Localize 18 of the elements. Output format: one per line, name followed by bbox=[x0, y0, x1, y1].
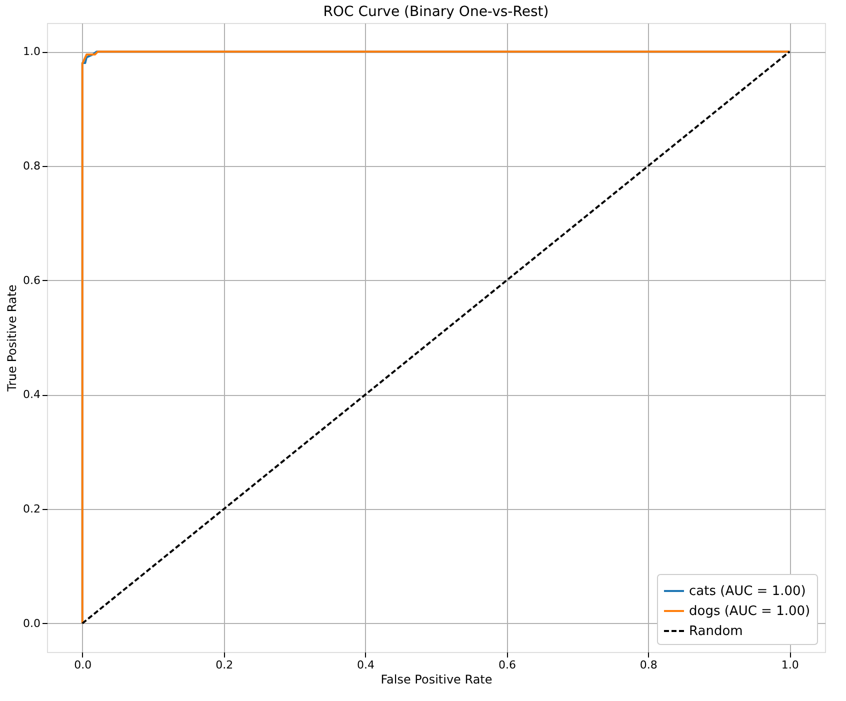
y-tick-label: 0.4 bbox=[23, 388, 40, 402]
x-tick-label: 0.6 bbox=[498, 658, 516, 672]
x-tick-label: 1.0 bbox=[781, 658, 799, 672]
legend-label: Random bbox=[689, 624, 743, 639]
x-tick-label: 0.8 bbox=[640, 658, 658, 672]
x-tick-label: 0.2 bbox=[216, 658, 234, 672]
legend-label: dogs (AUC = 1.00) bbox=[689, 604, 810, 619]
y-tick-label: 0.2 bbox=[23, 502, 40, 516]
y-tick-label: 1.0 bbox=[23, 45, 40, 58]
x-tick-label: 0.0 bbox=[74, 658, 92, 672]
y-tick-label: 0.8 bbox=[23, 159, 40, 172]
legend-label: cats (AUC = 1.00) bbox=[689, 584, 806, 599]
y-axis-title: True Positive Rate bbox=[5, 284, 20, 392]
y-tick-label: 0.0 bbox=[23, 616, 40, 630]
x-tick-label: 0.4 bbox=[357, 658, 375, 672]
chart-title: ROC Curve (Binary One-vs-Rest) bbox=[323, 4, 549, 20]
y-tick-label: 0.6 bbox=[23, 274, 40, 287]
x-axis-title: False Positive Rate bbox=[380, 672, 492, 686]
